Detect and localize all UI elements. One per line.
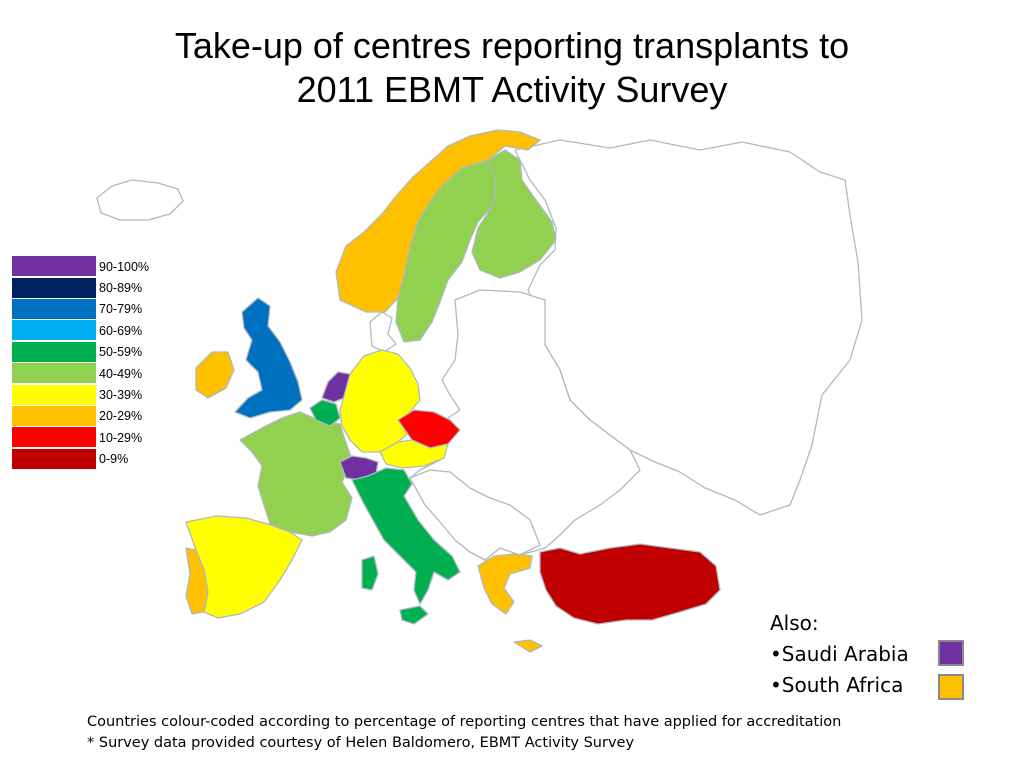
country-denmark bbox=[369, 311, 397, 353]
legend-row: 90-100% bbox=[12, 256, 150, 278]
page-title: Take-up of centres reporting transplants… bbox=[0, 24, 1024, 112]
country-iceland bbox=[96, 179, 184, 221]
country-belgium bbox=[309, 399, 341, 427]
legend-swatch bbox=[12, 448, 96, 470]
legend-label: 50-59% bbox=[99, 345, 143, 360]
legend-swatch bbox=[12, 427, 96, 449]
country-sicily bbox=[399, 605, 429, 625]
legend-label: 60-69% bbox=[99, 323, 143, 338]
also-item-south-africa: •South Africa bbox=[770, 673, 904, 697]
legend-swatch bbox=[12, 341, 96, 363]
country-uk bbox=[234, 297, 303, 419]
footnote-line-2: * Survey data provided courtesy of Helen… bbox=[87, 735, 635, 751]
country-balkans bbox=[409, 469, 541, 561]
country-portugal bbox=[185, 547, 209, 615]
legend-swatch bbox=[12, 298, 96, 320]
country-italy bbox=[351, 467, 461, 605]
legend-row: 0-9% bbox=[12, 448, 149, 470]
country-germany bbox=[339, 349, 421, 453]
legend-label: 90-100% bbox=[99, 259, 150, 274]
legend-label: 0-9% bbox=[99, 452, 129, 467]
legend-row: 30-39% bbox=[12, 384, 149, 406]
legend-row: 80-89% bbox=[12, 277, 149, 299]
legend-swatch bbox=[12, 384, 96, 406]
country-russia bbox=[514, 139, 863, 516]
saudi-arabia-swatch bbox=[938, 640, 964, 666]
legend-row: 70-79% bbox=[12, 298, 149, 320]
also-heading: Also: bbox=[770, 611, 819, 635]
legend-row: 40-49% bbox=[12, 363, 149, 385]
legend-swatch bbox=[12, 405, 96, 427]
country-finland bbox=[471, 149, 557, 279]
country-greece bbox=[477, 553, 533, 615]
country-austria bbox=[379, 439, 449, 469]
country-turkey bbox=[539, 543, 721, 625]
legend-label: 30-39% bbox=[99, 388, 143, 403]
map-legend: 90-100% 80-89% 70-79% 60-69% 50-59% 40-4… bbox=[12, 256, 149, 470]
legend-swatch bbox=[12, 256, 96, 278]
legend-label: 70-79% bbox=[99, 302, 143, 317]
also-item-saudi-arabia: •Saudi Arabia bbox=[770, 642, 909, 666]
legend-label: 20-29% bbox=[99, 409, 143, 424]
legend-swatch bbox=[12, 320, 96, 342]
legend-row: 20-29% bbox=[12, 405, 149, 427]
legend-swatch bbox=[12, 363, 96, 385]
country-ireland bbox=[195, 351, 235, 399]
legend-label: 80-89% bbox=[99, 281, 143, 296]
title-line-1: Take-up of centres reporting transplants… bbox=[174, 25, 850, 66]
legend-row: 60-69% bbox=[12, 320, 149, 342]
country-cyprus bbox=[513, 639, 543, 653]
footnote-line-1: Countries colour-coded according to perc… bbox=[87, 714, 842, 730]
legend-row: 50-59% bbox=[12, 341, 149, 363]
south-africa-swatch bbox=[938, 674, 964, 700]
also-note: Also: •Saudi Arabia •South Africa bbox=[770, 608, 909, 701]
legend-row: 10-29% bbox=[12, 427, 149, 449]
country-switzerland bbox=[339, 455, 379, 481]
legend-label: 40-49% bbox=[99, 366, 143, 381]
legend-swatch bbox=[12, 277, 96, 299]
title-line-2: 2011 EBMT Activity Survey bbox=[296, 69, 728, 110]
country-france bbox=[239, 411, 353, 537]
legend-label: 10-29% bbox=[99, 430, 143, 445]
country-sweden bbox=[395, 159, 497, 343]
country-sardinia bbox=[361, 555, 379, 591]
footnote: Countries colour-coded according to perc… bbox=[87, 712, 841, 754]
